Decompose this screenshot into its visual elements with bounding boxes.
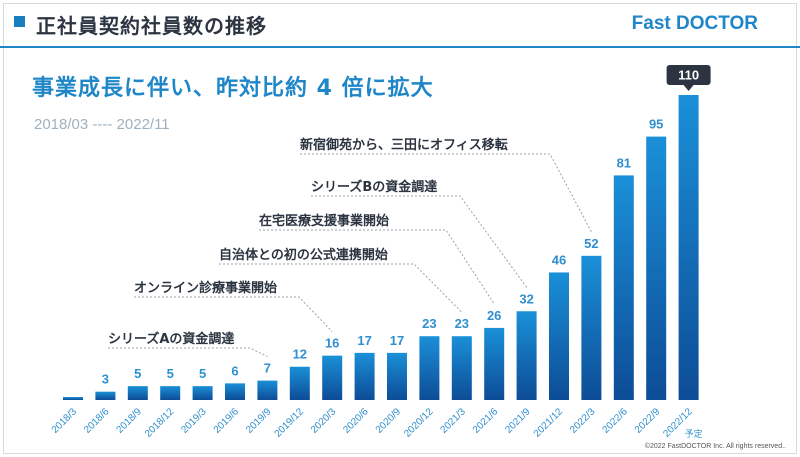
value-label: 17 [390,333,404,348]
value-label: 16 [325,336,339,351]
value-label: 110 [678,68,699,83]
bar-2021/9 [516,311,537,400]
x-tick-label: 2018/12 [143,406,177,440]
value-label: 95 [649,117,663,132]
milestone-label: シリーズBの資金調達 [311,179,437,195]
x-tick-label: 2021/9 [503,406,533,436]
period-range: 2018/03 ---- 2022/11 [34,116,170,133]
x-tick-label: 2019/12 [273,406,307,440]
x-tick-label: 2022/6 [601,406,631,436]
milestone-leader-line [311,195,528,288]
milestone-label: 新宿御苑から、三田にオフィス移転 [300,137,508,153]
value-label: 5 [167,366,174,381]
headline: 事業成長に伴い、昨対比約 4 倍に拡大 [32,76,434,101]
value-label: 5 [134,366,141,381]
x-tick-label: 2018/6 [82,406,112,436]
value-label: 23 [422,316,436,331]
milestone-label: 在宅医療支援事業開始 [259,213,389,229]
milestone-leader-line [134,296,333,332]
final-value-box [666,65,711,85]
x-tick-label: 2021/12 [532,406,566,440]
value-label: 23 [455,316,469,331]
bar-2022/12 [678,95,699,400]
x-tick-label: 2018/9 [115,406,145,436]
x-tick-label: 2020/12 [402,406,436,440]
x-tick-label: 2020/6 [341,406,371,436]
slide-frame [3,3,797,454]
bar-2019/6 [225,383,245,400]
bar-2019/9 [257,380,278,400]
milestone-label: オンライン診療事業開始 [134,280,277,296]
milestone-leader-line [219,263,463,313]
x-tick-label: 2019/6 [212,406,242,436]
x-tick-label: 2022/9 [633,406,663,436]
value-label: 46 [552,252,566,267]
value-label: 7 [264,361,271,376]
bar-2022/9 [646,136,667,400]
bar-2020/12 [419,336,440,400]
value-label: 3 [102,372,109,387]
bar-2019/3 [192,386,213,400]
bar-2019/12 [289,366,310,400]
header-bar: 正社員契約社員数の推移 Fast DOCTOR [0,0,800,48]
bar-2021/6 [484,327,505,400]
value-label: 5 [199,366,206,381]
bar-2020/6 [354,352,375,400]
x-tick-label: 2021/3 [439,406,469,436]
header-marker-icon [14,16,25,27]
milestone-label: 自治体との初の公式連携開始 [219,247,388,263]
x-tick-label: 2020/9 [374,406,404,436]
milestone-leader-line [300,153,592,233]
x-tick-label: 2020/3 [309,406,339,436]
milestone-leader-line [108,347,268,358]
x-tick-label: 2021/6 [471,406,501,436]
bar-2022/6 [613,175,634,400]
value-label: 6 [231,363,238,378]
x-tick-label: 2022/3 [568,406,598,436]
x-tick-label: 2019/9 [244,406,274,436]
bar-2018/12 [160,386,181,400]
bar-2021/3 [451,336,472,400]
bar-2020/9 [387,352,407,400]
value-label: 26 [487,308,501,323]
value-label: 17 [357,333,371,348]
milestone-label: シリーズAの資金調達 [108,331,234,347]
value-label: 12 [293,347,307,362]
bar-2018/3 [63,397,83,400]
bar-2018/6 [95,391,116,400]
x-tick-label: 2019/3 [179,406,209,436]
brand-logo: Fast DOCTOR [631,13,758,34]
x-tick-label: 2018/3 [50,406,80,436]
bar-2022/3 [581,255,602,400]
final-value-pointer [683,85,694,91]
planned-note: 予定 [685,428,703,440]
value-label: 52 [584,236,598,251]
bar-2021/12 [549,272,569,400]
value-label: 32 [519,291,533,306]
milestone-leader-line [259,229,495,305]
bar-2020/3 [322,355,343,400]
copyright-footnote: ©2022 FastDOCTOR Inc. All rights reserve… [644,443,786,450]
value-label: 81 [617,155,631,170]
page-title: 正社員契約社員数の推移 [36,14,267,38]
bar-2018/9 [127,386,148,400]
